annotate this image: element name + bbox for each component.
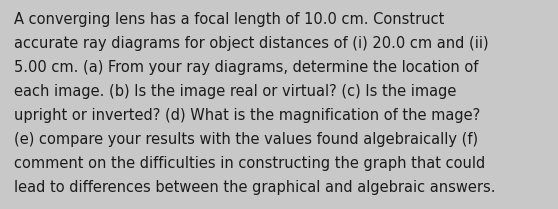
Text: comment on the difficulties in constructing the graph that could: comment on the difficulties in construct… — [14, 156, 485, 171]
Text: upright or inverted? (d) What is the magnification of the mage?: upright or inverted? (d) What is the mag… — [14, 108, 480, 123]
Text: lead to differences between the graphical and algebraic answers.: lead to differences between the graphica… — [14, 180, 496, 195]
Text: (e) compare your results with the values found algebraically (f): (e) compare your results with the values… — [14, 132, 478, 147]
Text: accurate ray diagrams for object distances of (i) 20.0 cm and (ii): accurate ray diagrams for object distanc… — [14, 36, 489, 51]
Text: A converging lens has a focal length of 10.0 cm. Construct: A converging lens has a focal length of … — [14, 12, 444, 27]
Text: 5.00 cm. (a) From your ray diagrams, determine the location of: 5.00 cm. (a) From your ray diagrams, det… — [14, 60, 478, 75]
Text: each image. (b) Is the image real or virtual? (c) Is the image: each image. (b) Is the image real or vir… — [14, 84, 456, 99]
